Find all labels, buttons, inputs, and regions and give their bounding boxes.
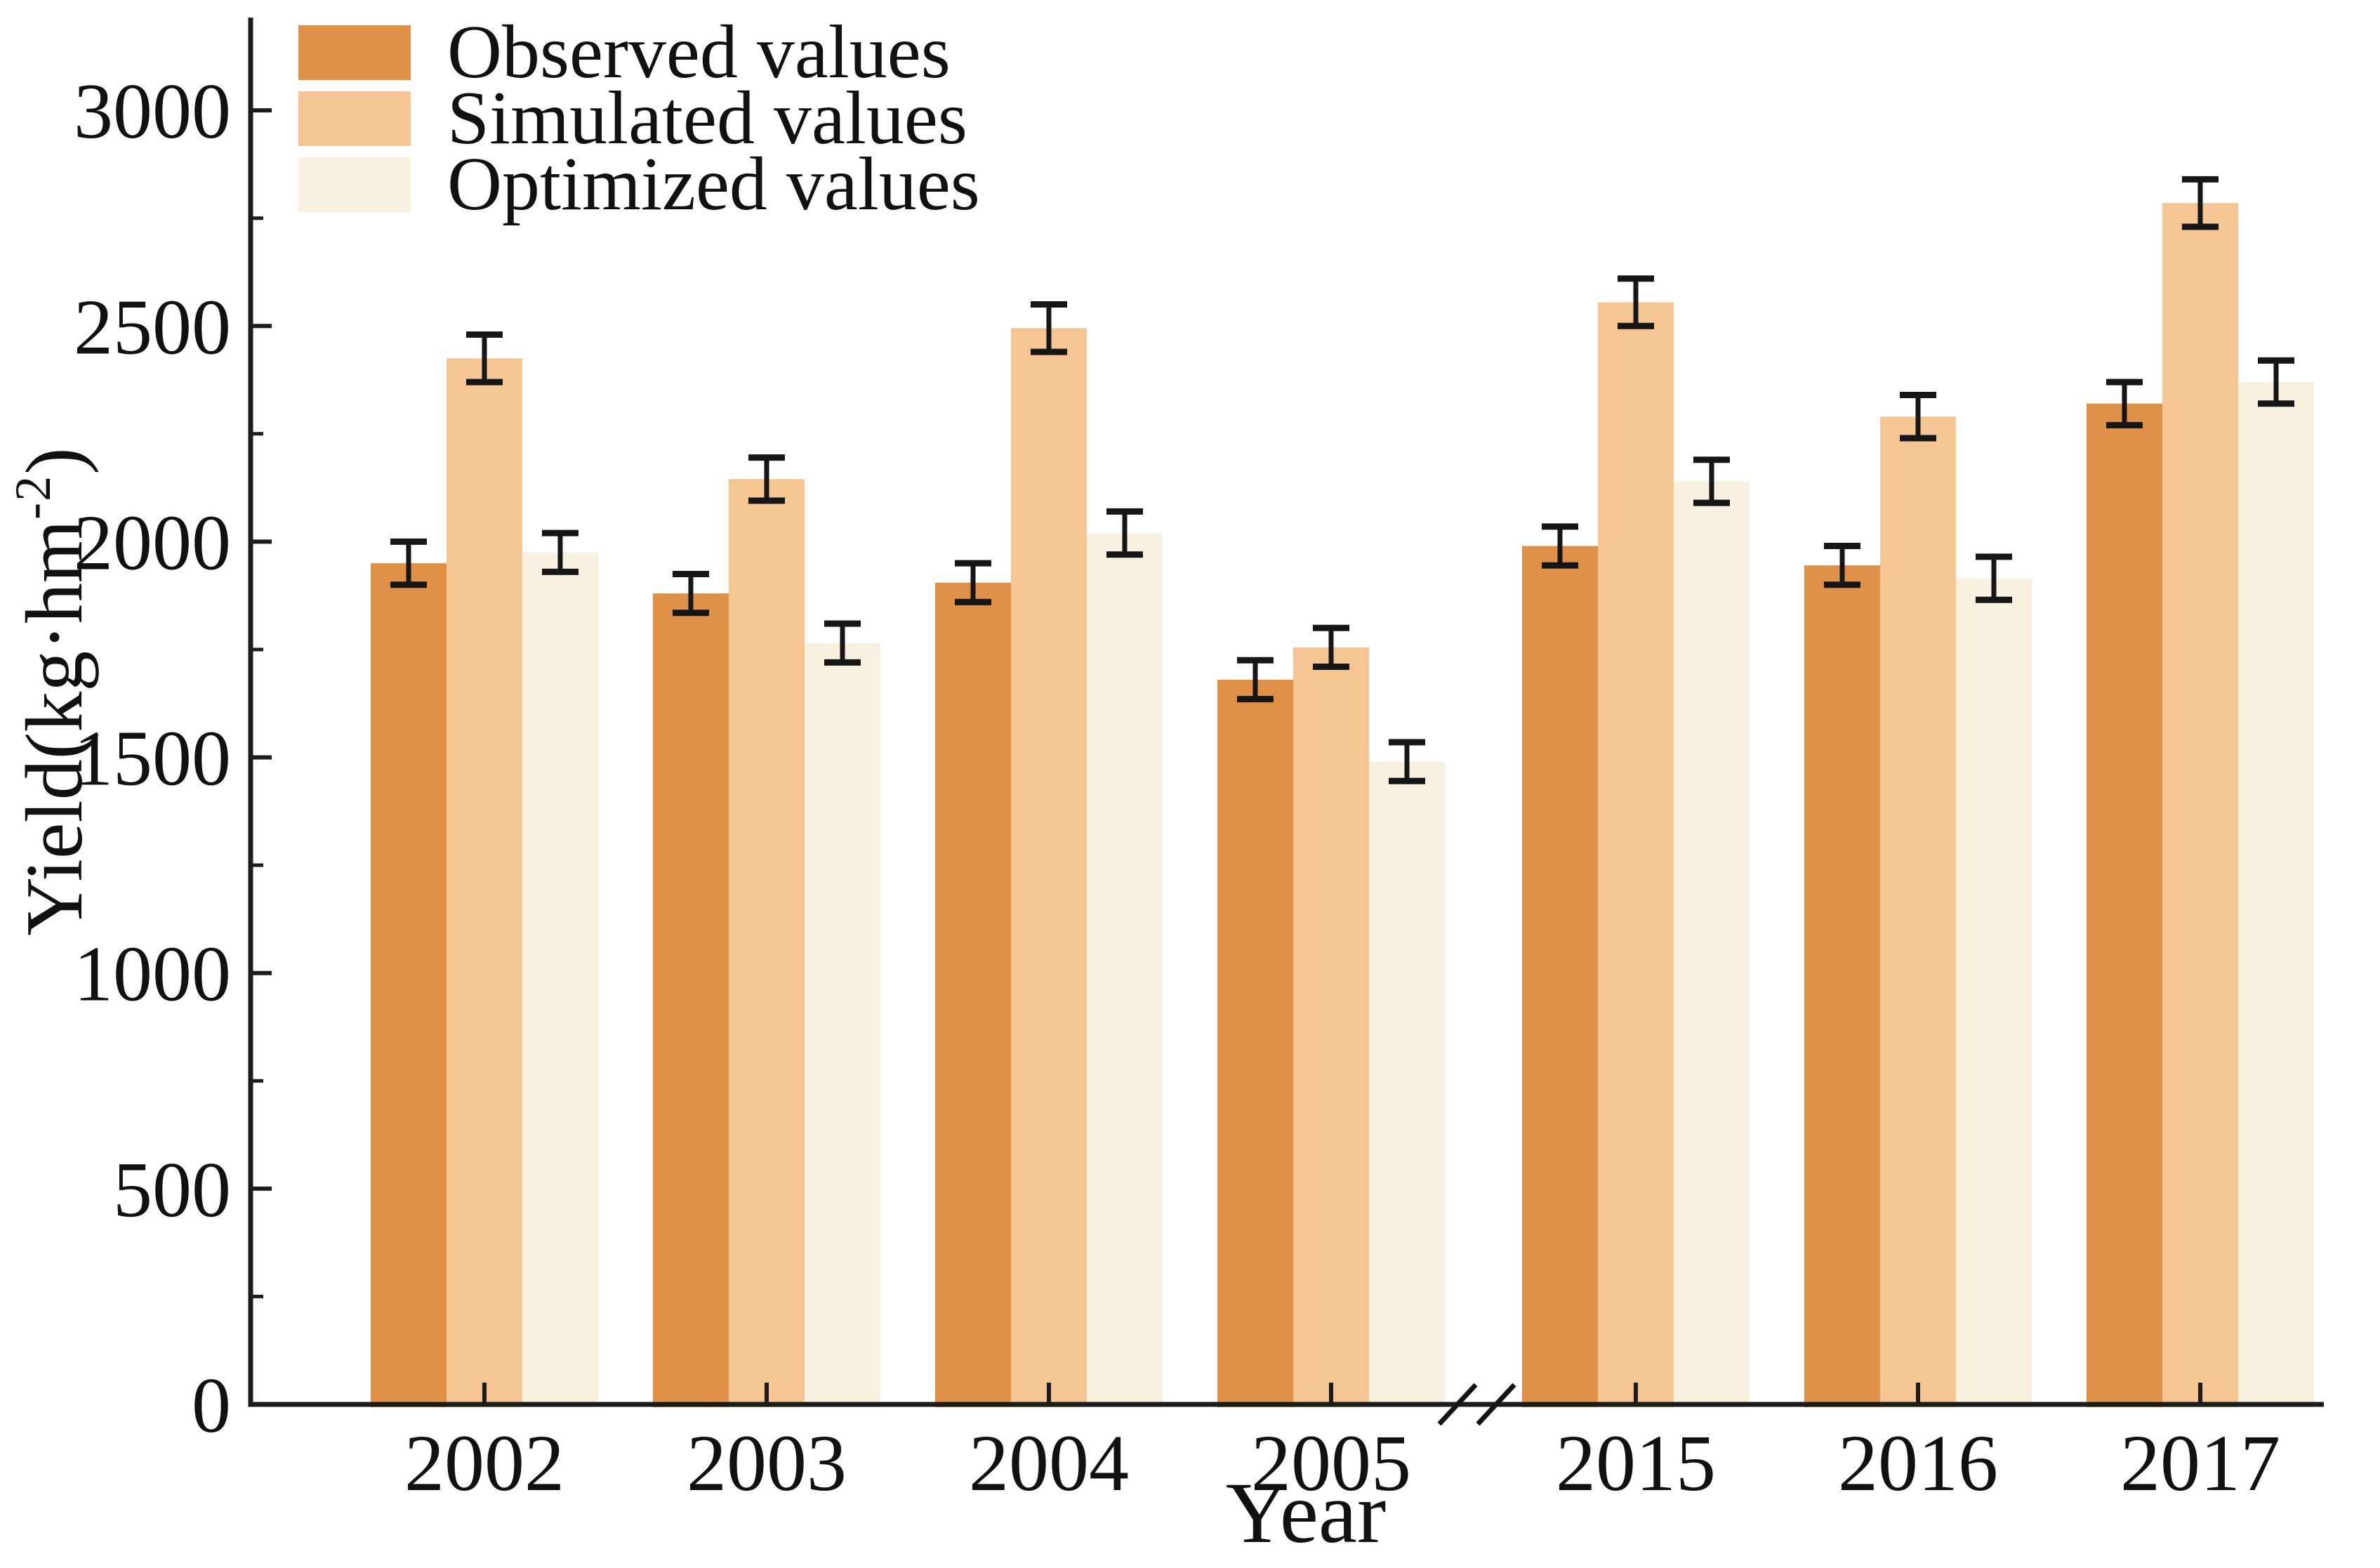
legend-swatch-simulated: [298, 91, 411, 146]
legend-item-simulated: Simulated values: [298, 81, 980, 157]
y-tick-label-0: 0: [192, 1362, 231, 1449]
bar-observed-2005: [1217, 680, 1293, 1407]
legend-label-optimized: Optimized values: [447, 143, 980, 226]
y-axis-title: Yield(kg·hm-2): [5, 309, 100, 1074]
x-tick-label-2016: 2016: [1838, 1418, 1998, 1508]
x-tick-label-2004: 2004: [969, 1418, 1129, 1508]
legend-item-observed: Observed values: [298, 15, 980, 91]
x-tick-label-2015: 2015: [1556, 1418, 1716, 1508]
y-axis-title-superscript: -2: [5, 474, 61, 520]
error-bar-optimized-2017: [2258, 357, 2294, 407]
bar-optimized-2017: [2238, 382, 2314, 1407]
legend-swatch-optimized: [298, 157, 411, 212]
bar-observed-2003: [653, 593, 729, 1407]
error-bar-simulated-2015: [1618, 275, 1654, 329]
bars-layer: [371, 203, 2314, 1408]
error-bar-simulated-2002: [466, 331, 503, 386]
bar-observed-2016: [1804, 565, 1880, 1408]
bar-simulated-2016: [1880, 416, 1956, 1407]
x-tick-label-2005: 2005: [1251, 1418, 1411, 1508]
error-bar-optimized-2002: [542, 529, 579, 575]
error-bar-simulated-2016: [1900, 392, 1936, 442]
y-tick-label-2500: 2500: [74, 284, 231, 371]
y-axis-title-suffix: ): [10, 447, 100, 475]
bar-observed-2004: [935, 582, 1011, 1407]
chart-legend: Observed values Simulated values Optimiz…: [298, 15, 980, 223]
error-bar-simulated-2005: [1313, 624, 1349, 670]
error-bar-simulated-2017: [2182, 176, 2219, 230]
axis-break-slash-2: [1476, 1383, 1516, 1426]
error-bar-observed-2017: [2106, 378, 2143, 428]
bar-observed-2017: [2087, 403, 2162, 1407]
error-bar-observed-2002: [390, 538, 427, 588]
bar-simulated-2004: [1011, 328, 1087, 1407]
legend-label-simulated: Simulated values: [447, 77, 967, 160]
bar-optimized-2004: [1087, 533, 1163, 1407]
y-tick-label-2000: 2000: [74, 499, 231, 586]
bar-simulated-2017: [2162, 203, 2238, 1408]
error-bar-optimized-2005: [1389, 739, 1425, 784]
bar-observed-2002: [371, 563, 447, 1407]
y-axis-title-prefix: Yield(kg·hm: [10, 519, 100, 936]
bar-simulated-2005: [1293, 647, 1369, 1407]
bar-optimized-2003: [805, 643, 880, 1407]
error-bar-observed-2015: [1542, 523, 1578, 569]
bar-optimized-2015: [1674, 481, 1750, 1407]
error-bar-observed-2004: [955, 560, 991, 605]
bar-optimized-2005: [1369, 761, 1445, 1407]
error-bar-observed-2016: [1824, 543, 1860, 588]
x-tick-label-2017: 2017: [2120, 1418, 2280, 1508]
error-bar-simulated-2003: [748, 454, 785, 504]
y-tick-label-3000: 3000: [74, 68, 231, 155]
error-bar-observed-2003: [673, 571, 709, 617]
bar-simulated-2003: [729, 479, 805, 1407]
error-bar-optimized-2016: [1976, 553, 2012, 603]
error-bar-simulated-2004: [1031, 301, 1067, 355]
legend-item-optimized: Optimized values: [298, 147, 980, 223]
axis-break-slash-1: [1437, 1383, 1478, 1426]
axis-break-layer: [1437, 1383, 1516, 1426]
x-tick-label-2003: 2003: [687, 1418, 847, 1508]
bar-observed-2015: [1522, 546, 1598, 1407]
x-tick-label-2002: 2002: [404, 1418, 564, 1508]
x-axis-title: Year: [1225, 1465, 1387, 1561]
legend-swatch-observed: [298, 25, 411, 80]
error-bar-observed-2005: [1237, 657, 1274, 703]
y-tick-label-1000: 1000: [74, 931, 231, 1018]
bar-optimized-2016: [1956, 578, 2032, 1407]
bar-simulated-2002: [447, 358, 522, 1407]
tick-labels-layer: 0 500 1000 1500 2000 2500 3000 2002 2003 2004 2005…: [74, 68, 2280, 1508]
error-bar-optimized-2003: [824, 620, 861, 666]
bar-optimized-2002: [522, 552, 598, 1407]
error-bar-optimized-2015: [1693, 456, 1730, 506]
error-bar-optimized-2004: [1106, 508, 1143, 558]
bar-simulated-2015: [1598, 302, 1674, 1407]
axes-layer: [248, 18, 2324, 1407]
y-tick-label-1500: 1500: [74, 716, 231, 803]
error-bars-layer: [390, 176, 2294, 784]
y-tick-label-500: 500: [113, 1147, 231, 1234]
legend-label-observed: Observed values: [447, 11, 951, 94]
